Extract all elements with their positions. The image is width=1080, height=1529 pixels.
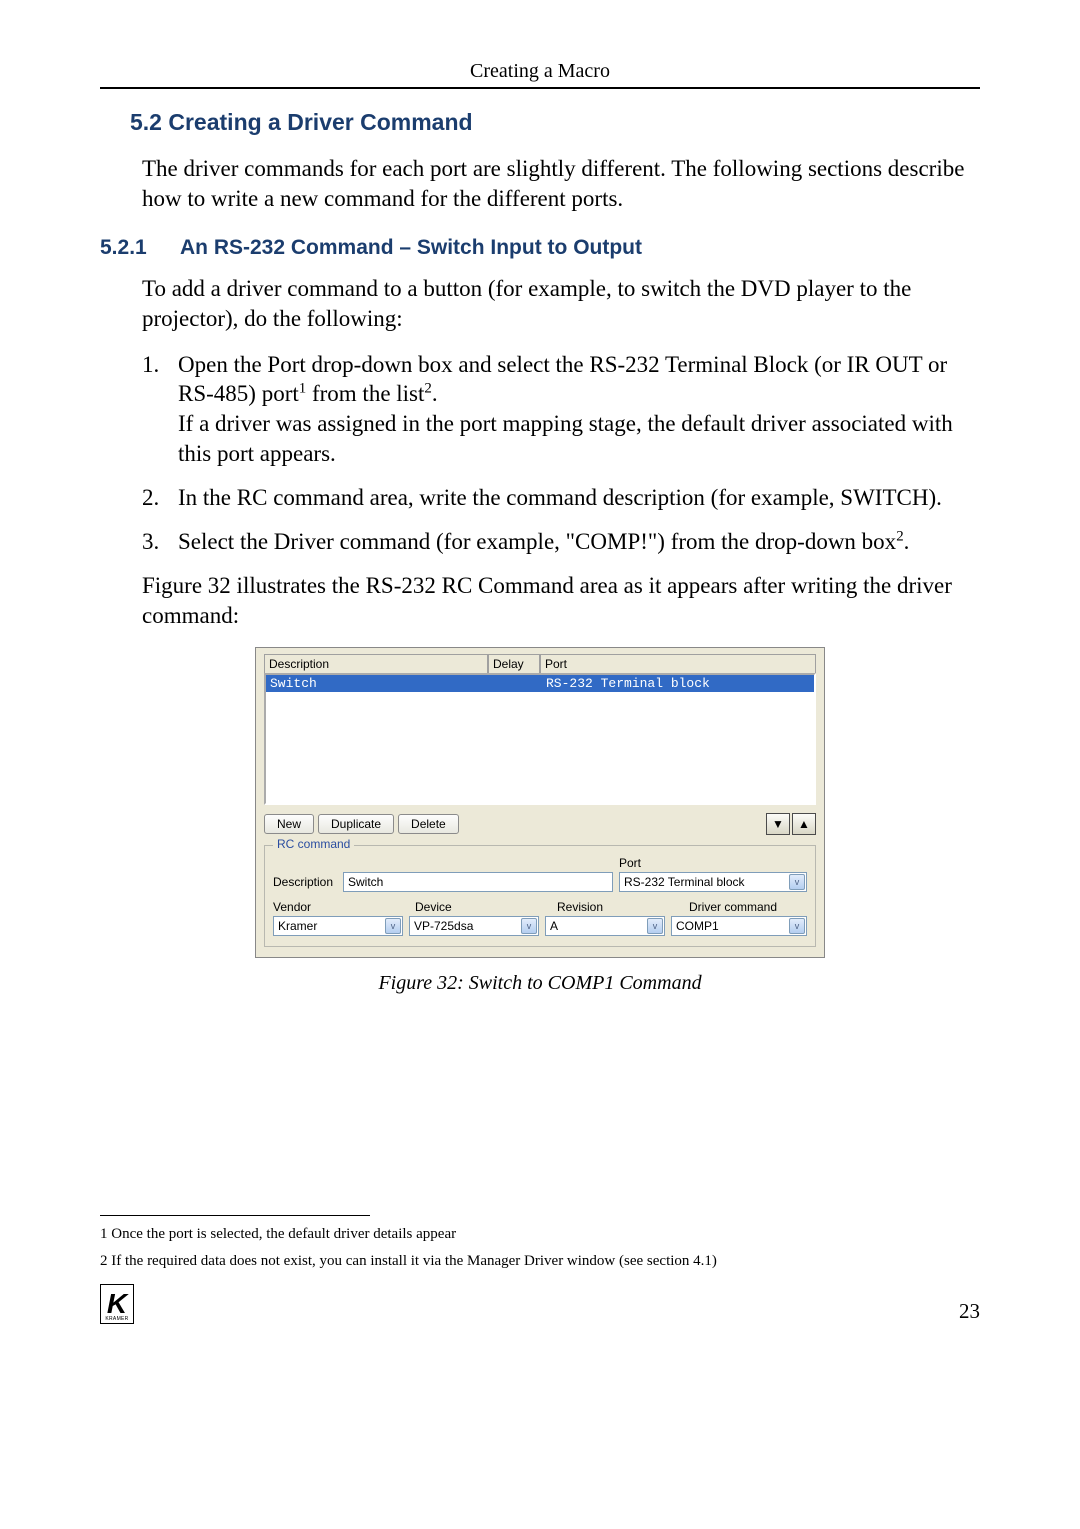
revision-value: A [550,919,558,933]
figure-caption: Figure 32: Switch to COMP1 Command [100,972,980,995]
footnote-ref: 2 [896,528,903,544]
footnote-2: 2 If the required data does not exist, y… [100,1253,980,1270]
text-run: . [432,381,438,406]
ordered-list: 1. Open the Port drop-down box and selec… [142,350,980,557]
field-row-labels2: Vendor Device Revision Driver command [273,900,807,914]
port-combobox[interactable]: RS-232 Terminal block v [619,872,807,892]
cell-delay [490,675,542,692]
cell-description: Switch [266,675,490,692]
move-down-button[interactable]: ▼ [766,813,790,835]
text-run: If a driver was assigned in the port map… [178,411,953,466]
driver-command-label: Driver command [689,900,807,914]
list-number: 1. [142,350,178,470]
heading-5-2: 5.2 Creating a Driver Command [130,109,980,136]
list-body: In the RC command area, write the comman… [178,483,980,513]
text-run: Open the Port drop-down box and select t… [178,352,947,407]
heading-title: Creating a Driver Command [168,109,472,135]
running-header: Creating a Macro [100,60,980,89]
page-footer: K KRAMER 23 [100,1284,980,1324]
heading-number: 5.2.1 [100,236,180,260]
chevron-down-icon: v [647,918,663,934]
grid-row-selected[interactable]: Switch RS-232 Terminal block [266,675,814,692]
fieldset-legend: RC command [273,837,354,851]
device-value: VP-725dsa [414,919,473,933]
chevron-down-icon: v [385,918,401,934]
vendor-combobox[interactable]: Kramer v [273,916,403,936]
chevron-down-icon: v [521,918,537,934]
column-header-description[interactable]: Description [264,654,488,673]
list-item: 1. Open the Port drop-down box and selec… [142,350,980,470]
footnote-ref: 2 [424,381,431,397]
revision-combobox[interactable]: A v [545,916,665,936]
cell-port: RS-232 Terminal block [542,675,814,692]
driver-command-combobox[interactable]: COMP1 v [671,916,807,936]
list-number: 3. [142,527,178,557]
text-run: from the list [306,381,424,406]
grid-body[interactable]: Switch RS-232 Terminal block [264,673,816,805]
rc-command-screenshot: Description Delay Port Switch RS-232 Ter… [255,647,825,958]
duplicate-button[interactable]: Duplicate [318,814,394,834]
revision-label: Revision [557,900,683,914]
paragraph: The driver commands for each port are sl… [142,154,980,214]
device-combobox[interactable]: VP-725dsa v [409,916,539,936]
heading-number: 5.2 [130,109,162,135]
field-row-top-labels: Port [273,856,807,870]
chevron-down-icon: v [789,874,805,890]
device-label: Device [415,900,551,914]
paragraph: To add a driver command to a button (for… [142,274,980,334]
footnote-separator [100,1215,370,1216]
text-run: . [904,529,910,554]
list-item: 2. In the RC command area, write the com… [142,483,980,513]
grid-header-row: Description Delay Port [264,654,816,673]
driver-command-value: COMP1 [676,919,719,933]
text-run: Select the Driver command (for example, … [178,529,896,554]
delete-button[interactable]: Delete [398,814,459,834]
description-label: Description [273,875,337,889]
port-value: RS-232 Terminal block [624,875,745,889]
text-run: In the RC command area, write the comman… [178,485,942,510]
figure-wrapper: Description Delay Port Switch RS-232 Ter… [100,647,980,958]
field-row-desc-port: Description Switch RS-232 Terminal block… [273,872,807,892]
new-button[interactable]: New [264,814,314,834]
rc-command-fieldset: RC command Port Description Switch RS-23… [264,845,816,947]
list-number: 2. [142,483,178,513]
kramer-logo: K KRAMER [100,1284,134,1324]
move-up-button[interactable]: ▲ [792,813,816,835]
page-number: 23 [959,1299,980,1324]
button-row: New Duplicate Delete ▼ ▲ [264,813,816,835]
heading-title: An RS-232 Command – Switch Input to Outp… [180,236,642,259]
field-row-combos: Kramer v VP-725dsa v A v COMP1 v [273,916,807,936]
vendor-label: Vendor [273,900,409,914]
list-body: Open the Port drop-down box and select t… [178,350,980,470]
column-header-port[interactable]: Port [540,654,816,673]
port-label: Port [619,856,807,870]
description-value: Switch [348,875,383,889]
heading-5-2-1: 5.2.1An RS-232 Command – Switch Input to… [100,236,980,260]
chevron-down-icon: v [789,918,805,934]
list-item: 3. Select the Driver command (for exampl… [142,527,980,557]
paragraph: Figure 32 illustrates the RS-232 RC Comm… [142,571,980,631]
logo-sub: KRAMER [105,1316,128,1322]
description-input[interactable]: Switch [343,872,613,892]
vendor-value: Kramer [278,919,317,933]
list-body: Select the Driver command (for example, … [178,527,980,557]
column-header-delay[interactable]: Delay [488,654,540,673]
footnote-1: 1 Once the port is selected, the default… [100,1226,980,1243]
